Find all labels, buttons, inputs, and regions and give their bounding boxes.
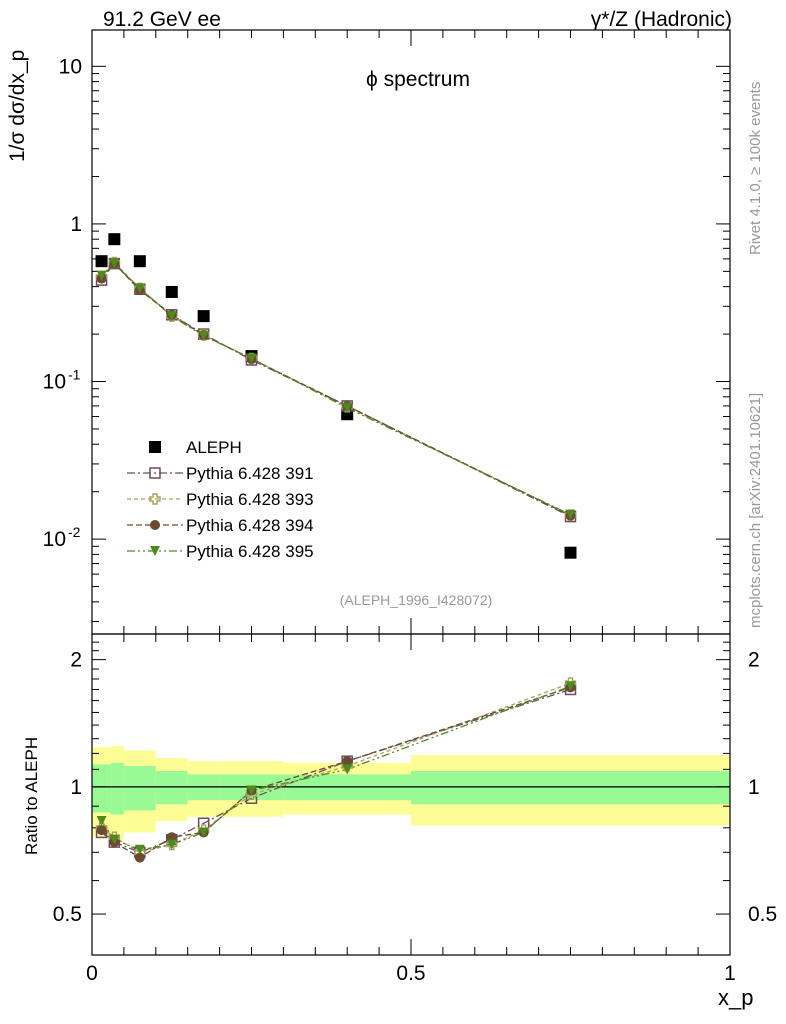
main-point-s395: [96, 270, 107, 281]
main-point-s395: [198, 330, 209, 341]
ratio-y-tick-label-right: 1: [748, 776, 760, 799]
legend-marker-s393: [149, 493, 161, 505]
main-point-aleph: [165, 285, 178, 298]
header-left: 91.2 GeV ee: [103, 8, 221, 31]
legend-label-s393: Pythia 6.428 393: [186, 490, 314, 509]
main-y-tick-exponent: -2: [68, 524, 81, 540]
ratio-band-inner: [155, 771, 188, 805]
main-point-aleph: [197, 310, 210, 323]
main-y-tick-exponent: -1: [68, 367, 81, 383]
ratio-point-s395: [134, 844, 145, 855]
ratio-point-s394: [96, 825, 107, 836]
x-tick-label: 0.5: [396, 962, 425, 985]
ratio-point-s395: [342, 764, 353, 775]
legend-marker-s395: [150, 546, 160, 556]
ratio-point-s395: [166, 839, 177, 850]
ratio-point-s394: [342, 756, 353, 767]
ratio-point-s395: [198, 827, 209, 838]
analysis-watermark: (ALEPH_1996_I428072): [340, 592, 493, 608]
main-point-aleph: [108, 233, 121, 246]
main-series-line-s395: [101, 262, 571, 516]
ratio-point-s395: [109, 834, 120, 845]
x-tick-label: 0: [86, 962, 98, 985]
legend-marker-aleph: [149, 441, 161, 453]
x-tick-label: 1: [724, 962, 736, 985]
legend-label-aleph: ALEPH: [186, 438, 242, 457]
ratio-band-inner: [92, 764, 112, 813]
ratio-band-inner: [123, 766, 156, 811]
ratio-point-s395: [96, 816, 107, 827]
ratio-y-tick-label-right: 0.5: [748, 903, 777, 926]
main-point-aleph: [95, 255, 108, 268]
x-axis-label: x_p: [718, 985, 754, 1010]
main-point-aleph: [133, 255, 146, 268]
main-point-s395: [246, 353, 257, 364]
main-y-tick-label: 10: [59, 55, 82, 78]
main-point-s395: [109, 258, 120, 269]
ratio-y-tick-label-left: 2: [70, 649, 82, 672]
main-series-line-s393: [101, 261, 571, 516]
header-right: γ*/Z (Hadronic): [590, 8, 732, 31]
ratio-band-inner: [411, 771, 730, 805]
ratio-point-s395: [565, 681, 576, 692]
main-point-aleph: [564, 546, 577, 559]
ratio-point-s394: [134, 852, 145, 863]
ratio-point-s395: [246, 785, 257, 796]
legend-marker-s391: [149, 467, 161, 479]
main-point-s395: [342, 402, 353, 413]
ratio-band-inner: [111, 762, 124, 815]
main-point-s395: [134, 283, 145, 294]
main-y-tick-label: 1: [70, 213, 82, 236]
main-y-tick-label: 10: [43, 528, 66, 551]
legend-marker-s394: [150, 520, 160, 530]
legend-label-s391: Pythia 6.428 391: [186, 464, 314, 483]
ratio-y-tick-label-left: 1: [70, 776, 82, 799]
chart-title: ϕ spectrum: [366, 68, 470, 91]
ratio-y-tick-label-left: 0.5: [53, 903, 82, 926]
main-series-line-s394: [101, 262, 571, 517]
main-y-tick-label: 10: [43, 371, 66, 394]
main-point-s395: [166, 311, 177, 322]
main-series-line-s391: [101, 262, 571, 518]
main-point-s395: [565, 509, 576, 520]
legend-label-s394: Pythia 6.428 394: [186, 516, 314, 535]
ratio-y-tick-label-right: 2: [748, 649, 760, 672]
legend-label-s395: Pythia 6.428 395: [186, 542, 314, 561]
